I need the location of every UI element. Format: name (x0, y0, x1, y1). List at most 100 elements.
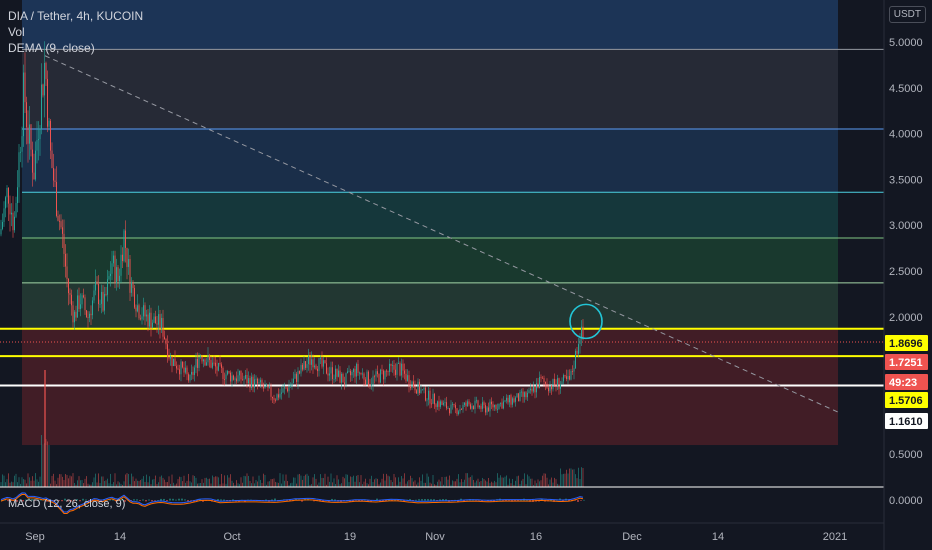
candle-body (563, 375, 564, 382)
candle-body (482, 402, 483, 409)
candle-body (11, 212, 12, 215)
candle-body (183, 367, 185, 373)
time-tick-label: Oct (223, 531, 240, 543)
volume-bar (201, 479, 203, 487)
volume-bar (492, 482, 494, 487)
volume-bar (567, 473, 569, 487)
candle-body (279, 393, 281, 398)
volume-bar (315, 478, 317, 487)
fib-zone-1 (22, 49, 838, 130)
volume-bar (462, 482, 464, 487)
currency-label[interactable]: USDT (888, 6, 926, 23)
candle-body (206, 362, 207, 366)
candle-body (473, 406, 474, 410)
macd-histogram-bar (214, 500, 216, 502)
candle-body (110, 273, 111, 277)
candle-body (57, 215, 59, 221)
macd-indicator-label[interactable]: MACD (12, 26, close, 9) (8, 498, 126, 510)
volume-bar (158, 482, 159, 487)
symbol-title[interactable]: DIA / Tether, 4h, KUCOIN (8, 9, 144, 23)
candle-body (453, 403, 455, 406)
volume-bar (290, 483, 291, 487)
volume-bar (464, 479, 465, 487)
candle-body (66, 266, 68, 279)
volume-bar (198, 483, 200, 487)
candle-body (434, 393, 435, 405)
candle-body (173, 358, 174, 367)
candle-body (396, 363, 398, 375)
volume-bar (371, 475, 372, 487)
candle-body (323, 360, 324, 367)
macd-histogram-bar (379, 500, 381, 502)
volume-bar (0, 482, 2, 487)
candle-body (42, 84, 44, 96)
macd-histogram-bar (274, 498, 276, 501)
volume-bar (77, 480, 78, 487)
candle-body (377, 371, 378, 375)
candle-body (303, 361, 305, 370)
price-tag-label: 1.7251 (889, 357, 923, 369)
candle-body (381, 369, 383, 371)
candle-body (86, 310, 87, 318)
price-tag: 1.1610 (885, 413, 928, 429)
candle-body (126, 247, 128, 267)
candle-body (227, 371, 228, 375)
candle-body (257, 378, 258, 384)
volume-bar (98, 473, 99, 487)
volume-bar (35, 473, 36, 487)
volume-bar (242, 482, 243, 487)
candle-body (107, 279, 108, 295)
candle-body (290, 385, 291, 387)
candle-body (215, 362, 216, 367)
volume-bar (188, 473, 189, 487)
volume-bar (432, 474, 434, 487)
candle-body (108, 276, 110, 280)
candle-body (125, 230, 126, 248)
volume-bar (141, 478, 143, 487)
candle-body (405, 373, 407, 381)
candle-body (515, 397, 516, 402)
candle-body (422, 389, 423, 391)
volume-bar (18, 477, 20, 487)
candle-body (224, 379, 225, 380)
candle-body (104, 293, 105, 311)
time-tick-label: 14 (712, 531, 724, 543)
volume-bar (47, 441, 48, 487)
candle-body (131, 281, 132, 293)
time-tick-label: Sep (25, 531, 45, 543)
volume-indicator-label[interactable]: Vol (8, 25, 25, 39)
candle-body (471, 406, 473, 409)
volume-bar (488, 477, 489, 487)
volume-bar (12, 482, 14, 487)
macd-histogram-bar (331, 498, 333, 501)
price-tag-bg (885, 335, 928, 351)
volume-bar (203, 482, 204, 487)
volume-bar (459, 482, 461, 487)
volume-bar (467, 473, 468, 487)
volume-bar (558, 484, 560, 487)
candle-body (159, 314, 161, 329)
volume-bar (351, 477, 353, 487)
volume-bar (17, 482, 18, 487)
candle-body (386, 370, 387, 372)
macd-histogram-bar (445, 499, 447, 501)
volume-bar (357, 475, 359, 487)
macd-histogram-bar (367, 500, 369, 502)
candle-body (291, 383, 293, 386)
candle-body (275, 399, 276, 401)
candle-body (213, 362, 215, 364)
volume-bar (257, 481, 258, 487)
candle-body (437, 401, 438, 407)
candle-body (312, 359, 314, 368)
candle-body (564, 375, 566, 377)
candle-body (267, 384, 269, 389)
volume-bar (437, 481, 438, 487)
macd-histogram-bar (139, 500, 141, 501)
dema-indicator-label[interactable]: DEMA (9, close) (8, 41, 95, 55)
volume-bar (117, 481, 119, 487)
candle-body (545, 381, 546, 384)
candle-body (363, 373, 365, 380)
candle-body (435, 404, 437, 407)
candle-body (123, 230, 125, 262)
